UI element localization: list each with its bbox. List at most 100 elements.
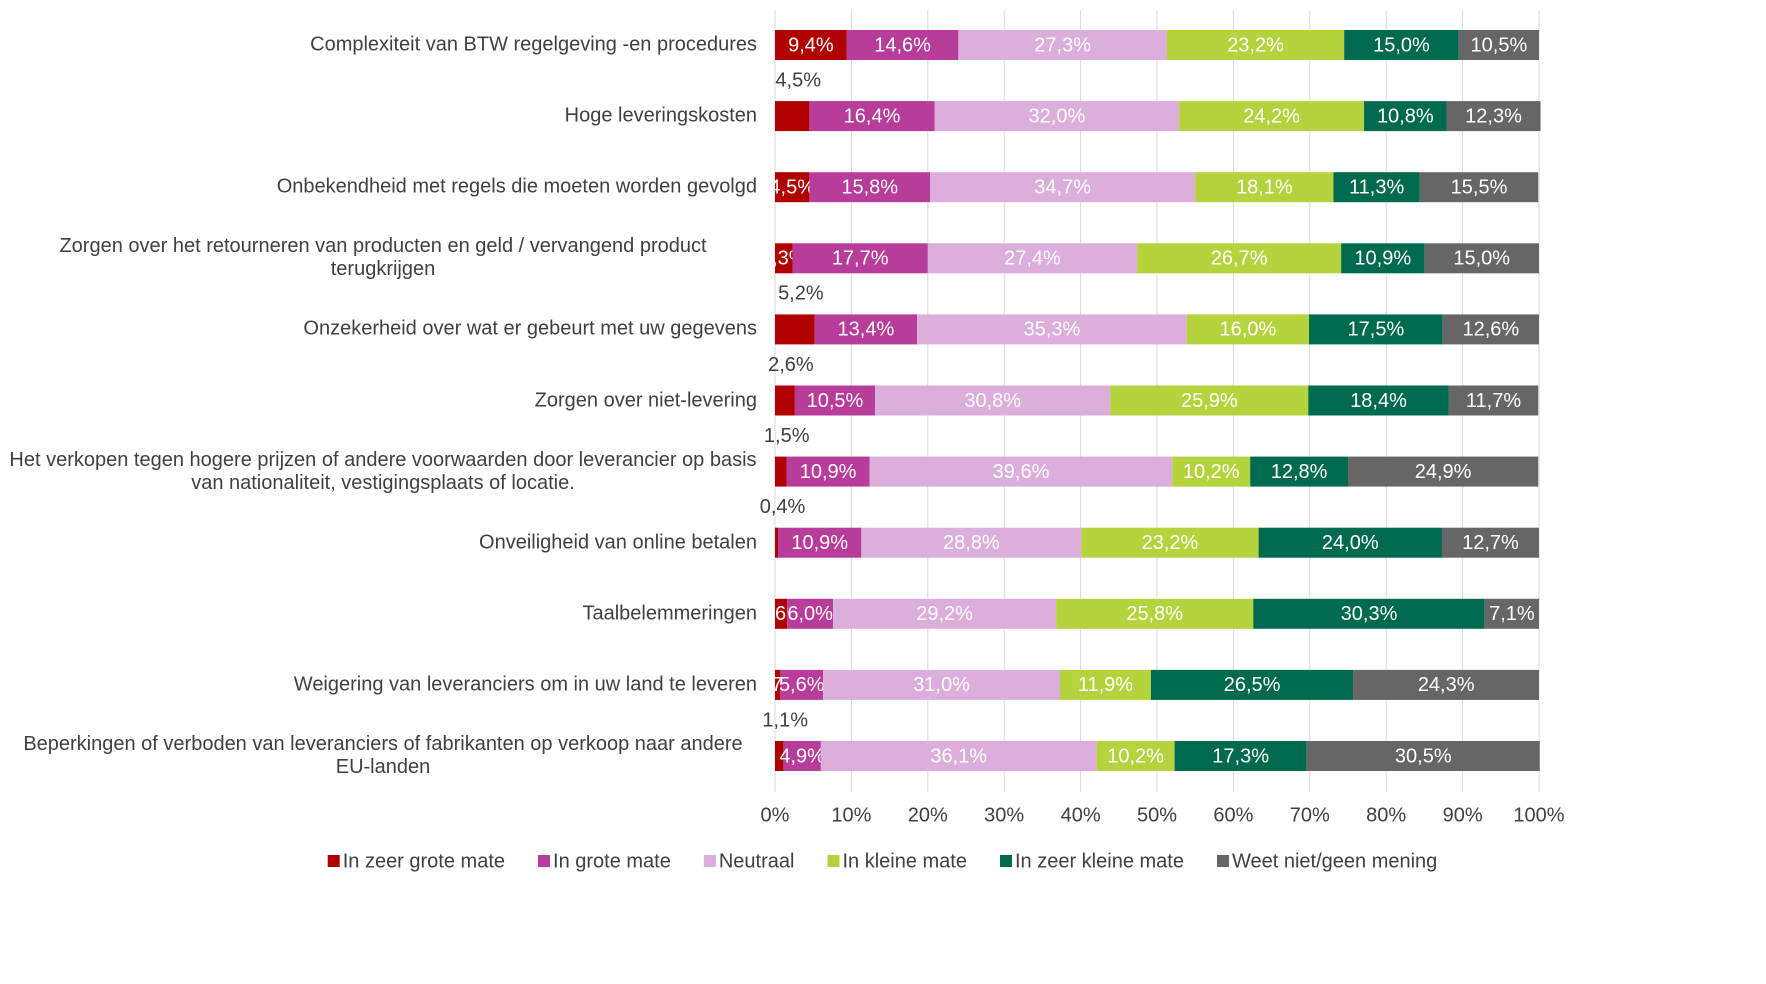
legend-label: In kleine mate	[842, 850, 967, 872]
bar-segment	[775, 669, 781, 700]
x-tick-label: 10%	[831, 804, 871, 826]
bar-segment	[1110, 385, 1309, 416]
legend-swatch	[1216, 855, 1229, 867]
bar-segment	[861, 527, 1082, 558]
bar-segment	[775, 101, 810, 132]
bar-segment	[958, 30, 1167, 60]
data-label: 10,8%	[1377, 105, 1434, 127]
bar-segment	[1448, 385, 1539, 416]
data-label: 35,3%	[1024, 319, 1081, 341]
data-label: 7,1%	[1489, 603, 1535, 625]
data-label: 17,7%	[832, 248, 889, 270]
bar-segment	[783, 741, 821, 771]
legend-swatch	[999, 855, 1012, 867]
x-tick-label: 60%	[1213, 804, 1253, 826]
data-label: 0,4%	[760, 496, 806, 518]
bar-segment	[1253, 598, 1485, 629]
data-label: 5,6%	[779, 674, 825, 696]
bar-segment	[775, 598, 788, 629]
data-label: 10,9%	[791, 532, 848, 554]
bar-segment	[794, 385, 876, 416]
bar-segment	[775, 741, 784, 771]
bar-segment	[820, 741, 1097, 771]
data-label: 34,7%	[1034, 176, 1091, 198]
bar-segment	[1308, 385, 1449, 416]
data-label: 2,6%	[768, 354, 814, 376]
legend-swatch	[827, 855, 840, 867]
data-label: 17,5%	[1348, 319, 1405, 341]
bar-segment	[1364, 101, 1447, 132]
bar-segment	[917, 314, 1187, 345]
x-tick-label: 90%	[1443, 804, 1483, 826]
data-label: 4,9%	[779, 745, 825, 767]
legend-swatch	[703, 855, 716, 867]
data-label: 24,0%	[1322, 532, 1379, 554]
category-label: Weigering van leveranciers om in uw land…	[293, 673, 757, 696]
bar-segment	[775, 243, 793, 274]
bar-segment	[809, 101, 935, 132]
category-label: Taalbelemmeringen	[582, 602, 757, 625]
category-label: Hoge leveringskosten	[564, 104, 757, 127]
bar-segment	[780, 669, 824, 700]
category-label: Zorgen over niet-levering	[534, 389, 757, 411]
bar-segment	[775, 30, 847, 60]
bar-segment	[875, 385, 1111, 416]
data-label: 10,2%	[1183, 461, 1240, 483]
data-label: 39,6%	[993, 461, 1050, 483]
data-label: 13,4%	[838, 319, 895, 341]
data-label: 4,5%	[769, 176, 815, 198]
x-tick-label: 20%	[908, 804, 948, 826]
bar-segment	[792, 243, 928, 274]
bar-segment	[934, 101, 1180, 132]
data-label: 31,0%	[913, 674, 970, 696]
data-label: 12,8%	[1271, 461, 1328, 483]
data-label: 24,2%	[1243, 105, 1300, 127]
bar-segment	[869, 456, 1173, 487]
data-label: 11,9%	[1078, 674, 1133, 696]
bar-segment	[1424, 243, 1539, 274]
data-label: 24,3%	[1418, 674, 1475, 696]
bar-segment	[809, 172, 931, 203]
category-label: Complexiteit van BTW regelgeving -en pro…	[310, 33, 757, 56]
data-label: 1,5%	[764, 425, 810, 447]
bar-segment	[1441, 527, 1539, 558]
data-label: 17,3%	[1212, 745, 1269, 767]
category-label: Zorgen over het retourneren van producte…	[59, 235, 707, 281]
bar-segment	[823, 669, 1060, 700]
bar-segment	[846, 30, 959, 60]
data-label: 26,7%	[1211, 248, 1268, 270]
legend-swatch	[538, 855, 551, 867]
bar-segment	[1059, 669, 1151, 700]
bar-segment	[778, 527, 862, 558]
bar-segment	[1333, 172, 1420, 203]
data-label: 24,9%	[1415, 461, 1472, 483]
data-label: 30,5%	[1395, 745, 1452, 767]
x-tick-label: 0%	[761, 804, 790, 826]
data-label: 10,9%	[800, 461, 857, 483]
data-label: 29,2%	[916, 603, 973, 625]
bar-segment	[1150, 669, 1354, 700]
x-tick-label: 30%	[984, 804, 1024, 826]
data-label: 9,4%	[788, 34, 834, 56]
data-label: 10,5%	[1471, 34, 1528, 56]
data-label: 25,9%	[1181, 390, 1238, 412]
data-label: 30,8%	[964, 390, 1021, 412]
data-label: 26,5%	[1224, 674, 1281, 696]
data-label: 10,2%	[1107, 745, 1164, 767]
x-tick-label: 70%	[1290, 804, 1330, 826]
data-label: 11,7%	[1466, 390, 1521, 412]
bar-segment	[930, 172, 1196, 203]
data-label: 18,1%	[1236, 176, 1293, 198]
data-label: 15,0%	[1373, 34, 1430, 56]
bar-segment	[775, 314, 815, 345]
data-label: 15,8%	[841, 176, 898, 198]
category-label: Onbekendheid met regels die moeten worde…	[276, 175, 757, 198]
bar-segment	[775, 172, 810, 203]
bar-segment	[1458, 30, 1539, 60]
bar-segment	[1179, 101, 1365, 132]
bar-segment	[1250, 456, 1348, 487]
legend-swatch	[327, 855, 340, 867]
legend-label: Neutraal	[719, 850, 795, 872]
